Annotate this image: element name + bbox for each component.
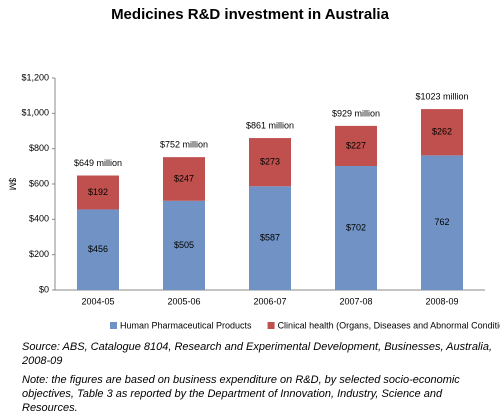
value-label: $192 (88, 187, 108, 197)
source: Source: ABS, Catalogue 8104, Research an… (22, 341, 492, 367)
bar-segment (249, 186, 291, 290)
bar-segment (335, 165, 377, 290)
bar-segment (421, 109, 463, 156)
legend-label: Clinical health (Organs, Diseases and Ab… (278, 320, 500, 330)
total-label: $929 million (332, 108, 380, 118)
total-label: $1023 million (415, 91, 468, 101)
chart-title: Medicines R&D investment in Australia (111, 6, 390, 23)
y-tick-label: $400 (29, 214, 49, 224)
y-tick-label: $600 (29, 178, 49, 188)
bar-segment (249, 138, 291, 187)
x-tick-label: 2006-07 (253, 296, 286, 306)
value-label: $505 (174, 240, 194, 250)
bar-segment (77, 209, 119, 290)
legend-swatch (267, 322, 275, 329)
x-tick-label: 2007-08 (339, 296, 372, 306)
bar-segment (163, 157, 205, 201)
x-tick-label: 2008-09 (425, 296, 458, 306)
bar-segment (335, 125, 377, 166)
value-label: $456 (88, 244, 108, 254)
bar-segment (77, 175, 119, 210)
value-label: $702 (346, 222, 366, 232)
value-label: $587 (260, 233, 280, 243)
bar-segment (421, 155, 463, 290)
chart: Medicines R&D investment in Australia $M… (8, 6, 500, 330)
total-label: $752 million (160, 140, 208, 150)
y-tick-label: $800 (29, 143, 49, 153)
y-tick-label: $1,200 (21, 72, 49, 82)
x-tick-label: 2005-06 (167, 296, 200, 306)
value-label: $247 (174, 173, 194, 183)
note: Note: the figures are based on business … (22, 374, 460, 414)
value-label: 762 (434, 217, 449, 227)
y-tick-label: $1,000 (21, 108, 49, 118)
legend-swatch (110, 322, 117, 329)
y-tick-label: $0 (39, 284, 49, 294)
page: Medicines R&D investment in Australia $M… (7, 5, 500, 414)
notes: Source: ABS, Catalogue 8104, Research an… (22, 340, 492, 420)
total-label: $649 million (74, 158, 122, 168)
value-label: $227 (346, 140, 366, 150)
total-label: $861 million (246, 120, 294, 130)
legend-label: Human Pharmaceutical Products (120, 320, 252, 330)
x-tick-label: 2004-05 (81, 296, 114, 306)
y-tick-label: $200 (29, 249, 49, 259)
value-label: $273 (260, 157, 280, 167)
y-axis-label: $M (8, 178, 18, 191)
bar-segment (163, 200, 205, 290)
value-label: $262 (432, 127, 452, 137)
